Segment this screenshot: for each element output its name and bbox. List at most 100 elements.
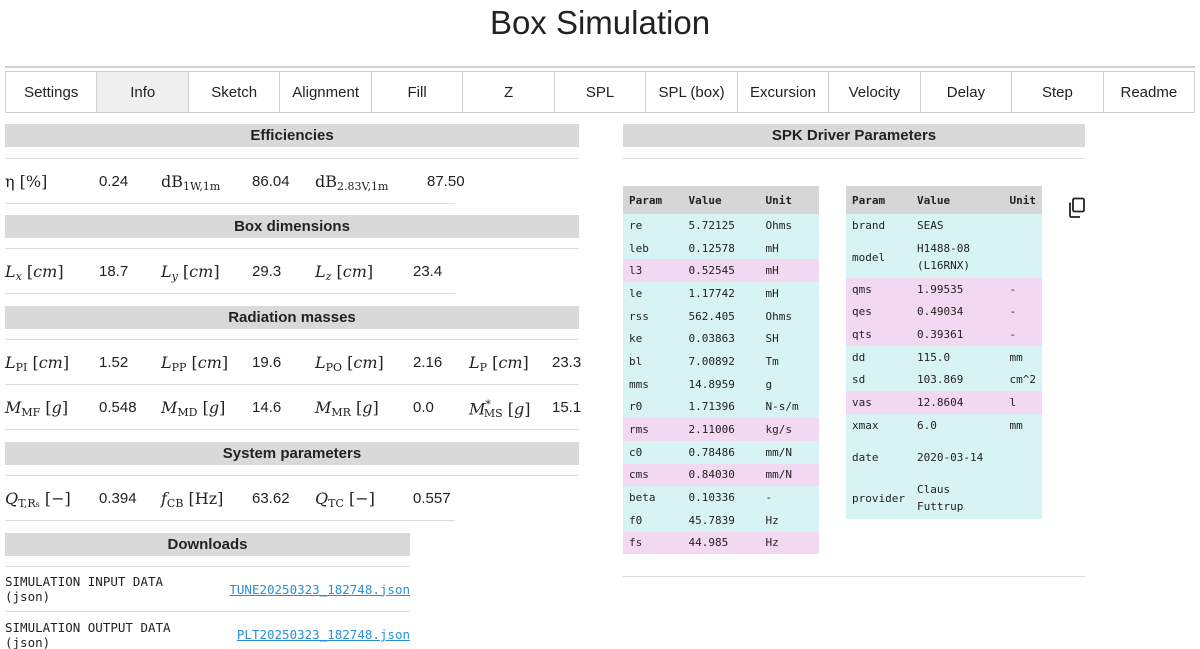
cell-unit: - (759, 486, 819, 509)
cell-value: 1.17742 (682, 282, 760, 305)
tab-spl-box[interactable]: SPL (box) (646, 72, 738, 112)
divider (5, 248, 579, 249)
cell-unit: N-s/m (759, 395, 819, 419)
cell-param: leb (623, 236, 683, 260)
mmf-value: 0.548 (99, 399, 137, 416)
cell-unit (1003, 436, 1042, 478)
system-parameters-row: QT,Rs [−] 0.394 fCB [Hz] 63.62 QTC [−] 0… (5, 477, 455, 521)
divider (5, 566, 410, 567)
tab-readme[interactable]: Readme (1103, 72, 1195, 112)
cell-param: bl (623, 350, 683, 373)
title-divider (5, 66, 1195, 68)
cell-unit: mm (1003, 345, 1042, 369)
tab-bar: Settings Info Sketch Alignment Fill Z SP… (5, 71, 1195, 113)
spk-table-right: Param Value Unit brand SEAS model H1488-08 … (846, 186, 1042, 519)
cell-value: 0.78486 (682, 440, 760, 464)
column-header: Value (910, 186, 1004, 214)
box-dimensions-heading: Box dimensions (5, 215, 579, 238)
cell-param: r0 (623, 395, 683, 419)
tab-z[interactable]: Z (463, 72, 555, 112)
cell-unit: Hz (759, 531, 819, 555)
cell-param: l3 (623, 259, 683, 283)
cell-value: 14.8959 (682, 372, 760, 396)
table-row: re 5.72125 Ohms (623, 214, 819, 237)
table-row: cms 0.84030 mm/N (623, 463, 819, 487)
table-row: le 1.17742 mH (623, 282, 819, 305)
table-row: ke 0.03863 SH (623, 327, 819, 351)
tab-alignment[interactable]: Alignment (280, 72, 372, 112)
tab-step[interactable]: Step (1012, 72, 1104, 112)
lpp-label: LPP [cm] (161, 353, 229, 374)
cell-param: rms (623, 418, 683, 441)
cell-unit: - (1003, 300, 1042, 324)
table-row: rms 2.11006 kg/s (623, 418, 819, 441)
eta-value: 0.24 (99, 173, 129, 190)
column-header: Param (846, 186, 911, 214)
table-row: fs 44.985 Hz (623, 531, 819, 555)
divider (5, 339, 579, 340)
qtrs-value: 0.394 (99, 490, 137, 507)
table-row: dd 115.0 mm (846, 345, 1042, 369)
tab-spl[interactable]: SPL (554, 72, 647, 112)
ly-label: Ly [cm] (161, 262, 220, 283)
lx-value: 18.7 (99, 263, 129, 280)
table-row: bl 7.00892 Tm (623, 350, 819, 373)
cell-value: 103.869 (910, 368, 1004, 392)
tab-fill[interactable]: Fill (371, 72, 464, 112)
cell-unit: Ohms (759, 304, 819, 328)
lpp-value: 19.6 (252, 354, 282, 371)
cell-param: provider (846, 477, 911, 519)
cell-unit: l (1003, 391, 1042, 414)
radiation-masses-heading: Radiation masses (5, 306, 579, 329)
table-row: c0 0.78486 mm/N (623, 440, 819, 464)
cell-unit (1003, 214, 1042, 237)
lp-label: LP [cm] (469, 353, 529, 374)
table-row: provider Claus Futtrup (846, 477, 1042, 519)
mmf-label: MMF [g] (5, 398, 69, 419)
cell-param: ke (623, 327, 683, 351)
cell-unit: SH (759, 327, 819, 351)
table-row: xmax 6.0 mm (846, 413, 1042, 437)
download-input-link[interactable]: TUNE20250323_182748.json (229, 581, 410, 597)
tab-delay[interactable]: Delay (920, 72, 1013, 112)
fcb-label: fCB [Hz] (161, 489, 224, 510)
cell-param: mms (623, 372, 683, 396)
divider (623, 576, 1085, 577)
qtrs-label: QT,Rs [−] (5, 489, 71, 510)
download-output-link[interactable]: PLT20250323_182748.json (236, 627, 410, 642)
db283v-label: dB2.83V,1m (315, 172, 389, 193)
cell-unit (1003, 236, 1042, 278)
efficiencies-heading: Efficiencies (5, 124, 579, 147)
downloads-heading: Downloads (5, 533, 410, 556)
cell-value: 6.0 (910, 413, 1004, 437)
lpo-label: LPO [cm] (315, 353, 384, 374)
tab-info[interactable]: Info (97, 72, 189, 112)
tab-excursion[interactable]: Excursion (737, 72, 830, 112)
cell-unit: Hz (759, 508, 819, 532)
column-header: Unit (759, 186, 819, 214)
db1w-value: 86.04 (252, 173, 290, 190)
cell-value: 2.11006 (682, 418, 760, 441)
cell-unit: mH (759, 259, 819, 283)
cell-unit: g (759, 372, 819, 396)
table-row: beta 0.10336- (623, 486, 819, 509)
cell-param: brand (846, 214, 911, 237)
tab-velocity[interactable]: Velocity (829, 72, 921, 112)
cell-param: f0 (623, 508, 683, 532)
db283v-value: 87.50 (427, 173, 465, 190)
cell-value: SEAS (910, 214, 1004, 237)
cell-unit: cm^2 (1003, 368, 1042, 392)
lpi-value: 1.52 (99, 354, 129, 371)
download-input-label: SIMULATION INPUT DATA (json) (5, 574, 164, 604)
spk-table-left: Param Value Unit re 5.72125 Ohms leb 0.12578… (623, 186, 819, 555)
tab-sketch[interactable]: Sketch (188, 72, 281, 112)
copy-icon[interactable] (1067, 197, 1087, 219)
table-row: f0 45.7839 Hz (623, 508, 819, 532)
mms-star-value: 15.1 (552, 399, 582, 416)
cell-value: 44.985 (682, 531, 760, 555)
cell-param: cms (623, 463, 683, 487)
tab-settings[interactable]: Settings (6, 72, 98, 112)
download-input-row: SIMULATION INPUT DATA (json) TUNE2025032… (5, 567, 410, 612)
cell-value: 45.7839 (682, 508, 760, 532)
radiation-masses-row: MMF [g] 0.548 MMD [g] 14.6 MMR [g] 0.0 M… (5, 386, 582, 430)
